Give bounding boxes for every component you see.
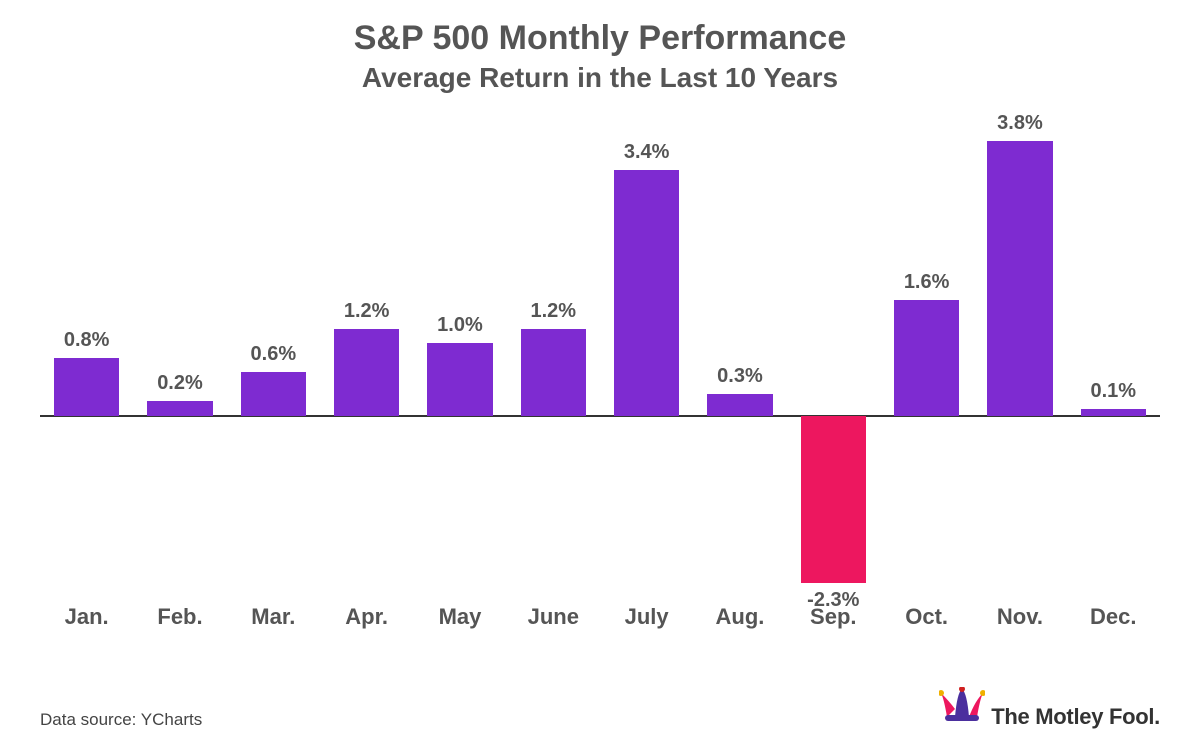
bar-value-label: 0.6% bbox=[227, 343, 320, 366]
chart-area: 0.8%Jan.0.2%Feb.0.6%Mar.1.2%Apr.1.0%May1… bbox=[40, 120, 1160, 658]
bar bbox=[241, 372, 306, 415]
footer: Data source: YCharts The Motley Fool. bbox=[40, 687, 1160, 730]
bar-value-label: 1.2% bbox=[507, 300, 600, 323]
bar bbox=[427, 343, 492, 415]
data-source-text: Data source: YCharts bbox=[40, 710, 202, 730]
bar-value-label: 0.1% bbox=[1067, 380, 1160, 403]
bar-slot: 0.1% Dec. bbox=[1067, 120, 1160, 658]
bar-slot: 0.8% Jan. bbox=[40, 120, 133, 658]
category-label: Feb. bbox=[133, 604, 226, 630]
chart-title: S&P 500 Monthly Performance bbox=[0, 18, 1200, 59]
bar-value-label: 0.8% bbox=[40, 329, 133, 352]
bar-value-label: 3.8% bbox=[973, 112, 1066, 135]
bar-value-label: 1.6% bbox=[880, 271, 973, 294]
bar bbox=[521, 329, 586, 416]
bar-slot: 1.2% June bbox=[507, 120, 600, 658]
bar-slot: 1.0% May bbox=[413, 120, 506, 658]
bar-value-label: 0.3% bbox=[693, 365, 786, 388]
bar bbox=[54, 358, 119, 416]
bar bbox=[987, 141, 1052, 416]
bar bbox=[801, 416, 866, 583]
bar bbox=[334, 329, 399, 416]
category-label: Mar. bbox=[227, 604, 320, 630]
category-label: June bbox=[507, 604, 600, 630]
category-label: May bbox=[413, 604, 506, 630]
category-label: Dec. bbox=[1067, 604, 1160, 630]
bar-slot: 1.2% Apr. bbox=[320, 120, 413, 658]
bar-value-label: 0.2% bbox=[133, 372, 226, 395]
category-label: Oct. bbox=[880, 604, 973, 630]
bar-slot: 3.4% July bbox=[600, 120, 693, 658]
bar-slot: 0.6% Mar. bbox=[227, 120, 320, 658]
bar bbox=[894, 300, 959, 416]
bar-value-label: 3.4% bbox=[600, 141, 693, 164]
bar bbox=[707, 394, 772, 416]
bar-value-label: 1.0% bbox=[413, 314, 506, 337]
brand-text: The Motley Fool. bbox=[991, 704, 1160, 730]
bar-slot: 3.8%Nov. bbox=[973, 120, 1066, 658]
bar-slot: -2.3%Sep. bbox=[787, 120, 880, 658]
category-label: Aug. bbox=[693, 604, 786, 630]
bar-slot: 0.3% Aug. bbox=[693, 120, 786, 658]
bar-slot: 1.6% Oct. bbox=[880, 120, 973, 658]
brand-logo: The Motley Fool. bbox=[939, 687, 1160, 730]
category-label: July bbox=[600, 604, 693, 630]
bar bbox=[147, 401, 212, 415]
bars-row: 0.8%Jan.0.2%Feb.0.6%Mar.1.2%Apr.1.0%May1… bbox=[40, 120, 1160, 658]
category-label: Jan. bbox=[40, 604, 133, 630]
bar-value-label: 1.2% bbox=[320, 300, 413, 323]
title-block: S&P 500 Monthly Performance Average Retu… bbox=[0, 0, 1200, 94]
category-label: Sep. bbox=[787, 604, 880, 630]
category-label: Apr. bbox=[320, 604, 413, 630]
chart-subtitle: Average Return in the Last 10 Years bbox=[0, 61, 1200, 95]
bar bbox=[1081, 409, 1146, 416]
bar-slot: 0.2% Feb. bbox=[133, 120, 226, 658]
bar bbox=[614, 170, 679, 416]
jester-hat-icon bbox=[939, 687, 985, 730]
category-label: Nov. bbox=[973, 604, 1066, 630]
